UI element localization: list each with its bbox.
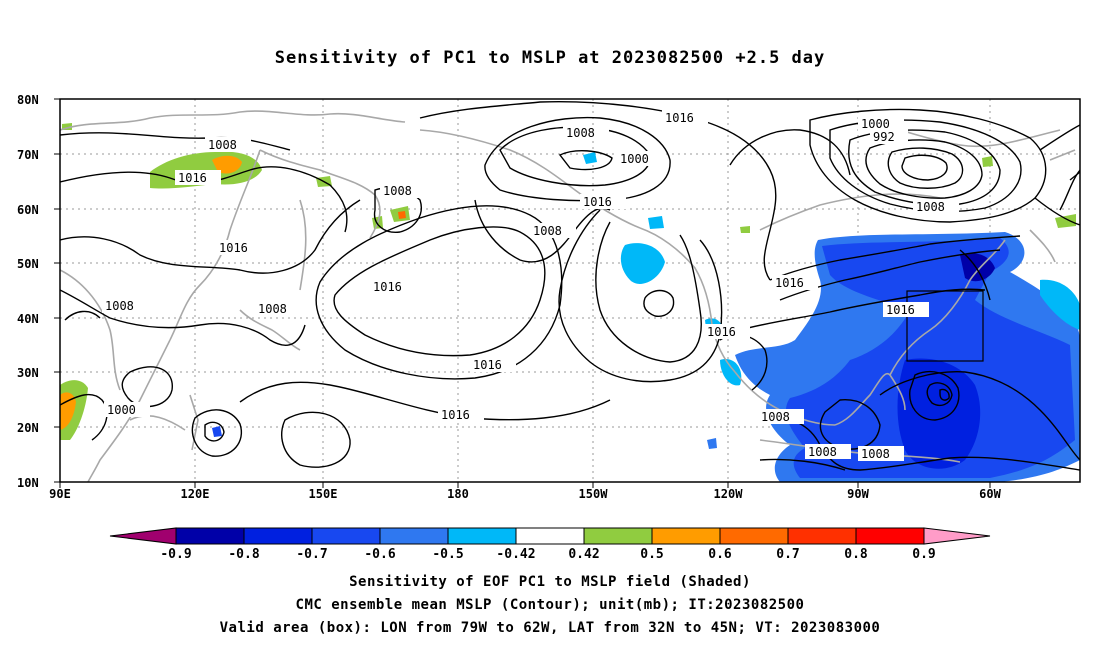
lon-label: 60W <box>979 487 1001 501</box>
colorbar <box>109 527 991 545</box>
lat-label: 20N <box>17 421 39 435</box>
contour-label: 1016 <box>886 303 915 317</box>
latitude-labels: 80N 70N 60N 50N 40N 30N 20N 10N <box>17 93 39 490</box>
contour-label: 1016 <box>473 358 502 372</box>
contour-label: 1008 <box>208 138 237 152</box>
lon-label: 90E <box>49 487 71 501</box>
colorbar-segment <box>243 527 313 545</box>
colorbar-label: 0.6 <box>708 547 732 562</box>
contour-label: 1016 <box>373 280 402 294</box>
lat-label: 10N <box>17 476 39 490</box>
contour-label: 1008 <box>258 302 287 316</box>
lat-label: 70N <box>17 148 39 162</box>
lat-label: 30N <box>17 366 39 380</box>
contour-label: 1000 <box>861 117 890 131</box>
contour-label: 1016 <box>583 195 612 209</box>
colorbar-labels: -0.9 -0.8 -0.7 -0.6 -0.5 -0.42 0.42 0.5 0.6 0.7 0.… <box>160 547 935 562</box>
valid-area-box <box>906 290 984 362</box>
caption-line-2: CMC ensemble mean MSLP (Contour); unit(m… <box>295 597 805 613</box>
lon-label: 150W <box>579 487 609 501</box>
colorbar-segment <box>855 527 925 545</box>
colorbar-label: 0.8 <box>844 547 868 562</box>
colorbar-segment <box>447 527 517 545</box>
contour-label: 1016 <box>441 408 470 422</box>
contour-label: 1008 <box>383 184 412 198</box>
longitude-labels: 90E 120E 150E 180 150W 120W 90W 60W <box>49 487 1001 501</box>
contour-label: 1000 <box>620 152 649 166</box>
contour-labels: 1008 1016 1008 1016 1008 1008 1016 1000 … <box>102 110 959 461</box>
contour-label: 1008 <box>761 410 790 424</box>
caption-line-3: Valid area (box): LON from 79W to 62W, L… <box>219 620 881 636</box>
lon-label: 120E <box>181 487 210 501</box>
contour-label: 1008 <box>566 126 595 140</box>
colorbar-label: 0.7 <box>776 547 799 562</box>
contour-label: 1008 <box>105 299 134 313</box>
mslp-contours <box>60 101 1080 471</box>
colorbar-label: -0.8 <box>228 547 259 562</box>
colorbar-segment <box>311 527 381 545</box>
lat-label: 50N <box>17 257 39 271</box>
caption-line-1: Sensitivity of EOF PC1 to MSLP field (Sh… <box>349 574 751 590</box>
colorbar-label: 0.42 <box>568 547 599 562</box>
colorbar-max-triangle <box>923 527 991 545</box>
contour-label: 1016 <box>219 241 248 255</box>
contour-label: 1008 <box>533 224 562 238</box>
lon-label: 90W <box>847 487 869 501</box>
colorbar-label: 0.5 <box>640 547 663 562</box>
colorbar-segment <box>379 527 449 545</box>
contour-label: 1016 <box>707 325 736 339</box>
map-title: Sensitivity of PC1 to MSLP at 2023082500… <box>274 48 826 68</box>
contour-label: 992 <box>873 130 895 144</box>
map-frame <box>59 98 1081 483</box>
longitude-axis <box>59 482 991 488</box>
colorbar-segment <box>175 527 245 545</box>
colorbar-label: 0.9 <box>912 547 935 562</box>
lat-label: 60N <box>17 203 39 217</box>
colorbar-label: -0.6 <box>364 547 395 562</box>
contour-label: 1008 <box>861 447 890 461</box>
colorbar-label: -0.7 <box>296 547 327 562</box>
colorbar-segment <box>787 527 857 545</box>
contour-label: 1000 <box>107 403 136 417</box>
latitude-axis <box>54 98 60 483</box>
colorbar-segment <box>583 527 653 545</box>
colorbar-min-triangle <box>109 527 177 545</box>
colorbar-segment <box>719 527 789 545</box>
lat-label: 40N <box>17 312 39 326</box>
lon-label: 180 <box>447 487 469 501</box>
colorbar-segment <box>515 527 585 545</box>
contour-label: 1008 <box>916 200 945 214</box>
contour-label: 1008 <box>808 445 837 459</box>
contour-label: 1016 <box>665 111 694 125</box>
colorbar-label: -0.9 <box>160 547 191 562</box>
contour-label: 1016 <box>178 171 207 185</box>
colorbar-segment <box>651 527 721 545</box>
lon-label: 150E <box>309 487 338 501</box>
colorbar-label: -0.42 <box>496 547 535 562</box>
lat-label: 80N <box>17 93 39 107</box>
colorbar-label: -0.5 <box>432 547 463 562</box>
lon-label: 120W <box>714 487 744 501</box>
contour-label: 1016 <box>775 276 804 290</box>
